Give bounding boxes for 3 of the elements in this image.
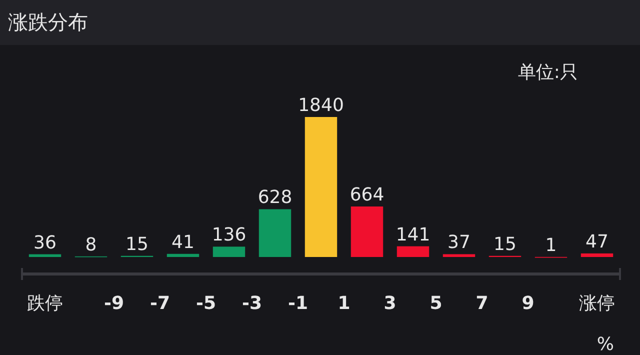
xlabel: % (596, 334, 614, 355)
annotation: 单位:只 (518, 62, 578, 83)
title: 涨跌分布 (8, 10, 88, 34)
